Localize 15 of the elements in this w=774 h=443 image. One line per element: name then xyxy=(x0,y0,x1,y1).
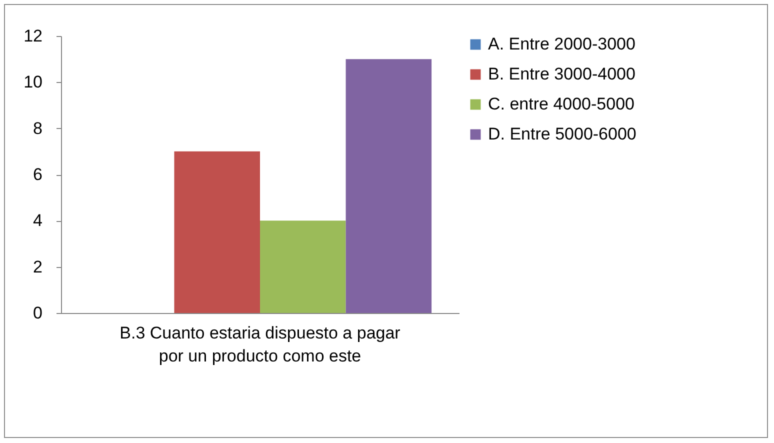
y-tick-label: 10 xyxy=(24,72,42,92)
y-tick-label: 6 xyxy=(33,165,42,184)
legend-label: D. Entre 5000-6000 xyxy=(488,124,636,144)
legend-label: A. Entre 2000-3000 xyxy=(488,34,636,54)
y-tick-label: 0 xyxy=(33,304,42,322)
y-tick-label: 2 xyxy=(33,257,42,276)
y-tick-label: 12 xyxy=(24,26,42,46)
y-tick-label: 4 xyxy=(33,211,42,230)
bar xyxy=(346,59,432,313)
x-tick-label: B.3 Cuanto estaria dispuesto a pagar por un producto como este xyxy=(120,324,401,366)
bar xyxy=(174,151,260,313)
legend-label: C. entre 4000-5000 xyxy=(488,94,634,114)
y-tick-label: 8 xyxy=(33,118,42,138)
legend-label: B. Entre 3000-4000 xyxy=(488,64,636,84)
bar xyxy=(260,220,346,313)
